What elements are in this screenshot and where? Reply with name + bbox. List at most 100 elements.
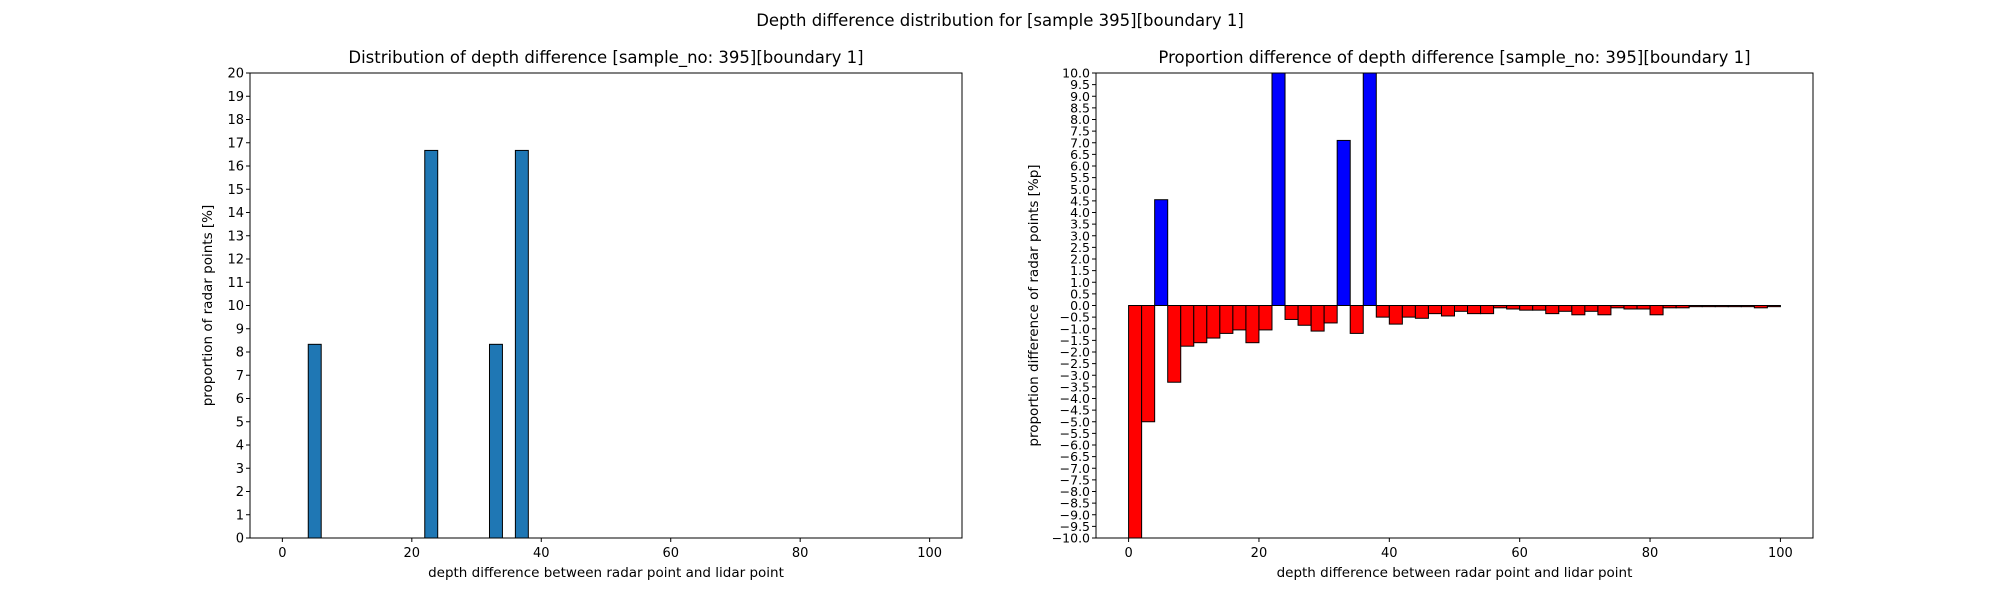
bar bbox=[1414, 305, 1429, 319]
y-tick-label: 9.5 bbox=[1070, 77, 1090, 92]
y-tick-label: 2.5 bbox=[1070, 240, 1090, 255]
x-tick-label: 20 bbox=[404, 546, 421, 561]
bar bbox=[1375, 305, 1390, 318]
bar bbox=[1297, 305, 1312, 326]
y-tick-label: 0 bbox=[236, 532, 244, 547]
y-tick-label: −4.5 bbox=[1060, 403, 1090, 418]
bar bbox=[1623, 305, 1638, 310]
bar bbox=[1584, 305, 1599, 312]
distribution-chart-ticks: 0 20 40 60 80 1000123456789101112131415161718… bbox=[227, 67, 942, 562]
y-tick-label: 1.0 bbox=[1070, 275, 1090, 290]
bar bbox=[1128, 305, 1143, 539]
y-tick-label: −2.5 bbox=[1060, 356, 1090, 371]
y-tick-label: 12 bbox=[227, 253, 244, 268]
distribution-chart: Distribution of depth difference [sample… bbox=[200, 48, 963, 581]
y-tick-label: −1.5 bbox=[1060, 333, 1090, 348]
bar bbox=[1401, 305, 1416, 318]
y-tick-label: 8.5 bbox=[1070, 100, 1090, 115]
bar bbox=[1753, 305, 1768, 309]
x-tick-label: 80 bbox=[1642, 546, 1659, 561]
bar bbox=[514, 149, 529, 539]
bar bbox=[1519, 305, 1534, 311]
y-tick-label: 19 bbox=[227, 90, 244, 105]
bar bbox=[1193, 305, 1208, 344]
x-tick-label: 0 bbox=[1124, 546, 1132, 561]
y-tick-label: −5.5 bbox=[1060, 426, 1090, 441]
bar bbox=[1467, 305, 1482, 315]
bar bbox=[1532, 305, 1547, 311]
y-tick-label: 6.5 bbox=[1070, 147, 1090, 162]
bar bbox=[1493, 305, 1508, 309]
bar bbox=[1271, 72, 1286, 306]
y-tick-label: 7 bbox=[236, 369, 244, 384]
y-tick-label: 3 bbox=[236, 462, 244, 477]
bar bbox=[1454, 305, 1469, 312]
y-tick-label: −8.5 bbox=[1060, 496, 1090, 511]
bar bbox=[1688, 305, 1703, 308]
y-tick-label: 16 bbox=[227, 160, 244, 175]
y-tick-label: 14 bbox=[227, 206, 244, 221]
y-tick-label: 18 bbox=[227, 113, 244, 128]
bar bbox=[1545, 305, 1560, 315]
bar bbox=[1349, 305, 1364, 334]
x-tick-label: 80 bbox=[792, 546, 809, 561]
y-tick-label: 5.0 bbox=[1070, 182, 1090, 197]
x-tick-label: 0 bbox=[278, 546, 286, 561]
y-tick-label: 13 bbox=[227, 229, 244, 244]
y-tick-label: 6 bbox=[236, 392, 244, 407]
x-tick-label: 100 bbox=[1768, 546, 1793, 561]
y-tick-label: −5.0 bbox=[1060, 414, 1090, 429]
y-tick-label: 20 bbox=[227, 67, 244, 82]
y-tick-label: −6.0 bbox=[1060, 438, 1090, 453]
y-tick-label: 8.0 bbox=[1070, 112, 1090, 127]
bar bbox=[1506, 305, 1521, 310]
bar bbox=[424, 149, 439, 539]
distribution-chart-ylabel: proportion of radar points [%] bbox=[200, 205, 216, 407]
bar bbox=[1323, 305, 1338, 324]
distribution-chart-frame bbox=[249, 72, 963, 539]
proportion-difference-chart-ticks: 0 20 40 60 80 100 −10.0−9.5−9.0−8.5−8.0−7.5−7.… bbox=[1052, 66, 1793, 562]
x-tick-label: 40 bbox=[533, 546, 550, 561]
y-tick-label: 3.5 bbox=[1070, 217, 1090, 232]
proportion-difference-chart-bars bbox=[1128, 72, 1781, 539]
y-tick-label: 7.5 bbox=[1070, 124, 1090, 139]
y-tick-label: −6.5 bbox=[1060, 449, 1090, 464]
y-tick-label: 0.0 bbox=[1070, 298, 1090, 313]
distribution-chart-xlabel: depth difference between radar point and… bbox=[428, 565, 784, 581]
figure-suptitle: Depth difference distribution for [sampl… bbox=[756, 11, 1244, 30]
y-tick-label: 5 bbox=[236, 415, 244, 430]
bar bbox=[1766, 305, 1781, 308]
y-tick-label: 4.0 bbox=[1070, 205, 1090, 220]
y-tick-label: −9.5 bbox=[1060, 519, 1090, 534]
bar bbox=[1284, 305, 1299, 320]
y-tick-label: 0.5 bbox=[1070, 286, 1090, 301]
x-tick-label: 60 bbox=[662, 546, 679, 561]
bar bbox=[1649, 305, 1664, 316]
bar bbox=[1141, 305, 1156, 423]
y-tick-label: 4 bbox=[236, 439, 244, 454]
distribution-chart-title: Distribution of depth difference [sample… bbox=[348, 48, 863, 68]
y-tick-label: −3.0 bbox=[1060, 368, 1090, 383]
bar bbox=[1662, 305, 1677, 309]
proportion-difference-chart: Proportion difference of depth differenc… bbox=[1026, 48, 1814, 581]
y-tick-label: 7.0 bbox=[1070, 135, 1090, 150]
bar bbox=[1701, 305, 1716, 308]
y-tick-label: 8 bbox=[236, 346, 244, 361]
y-tick-label: 5.5 bbox=[1070, 170, 1090, 185]
bar bbox=[1427, 305, 1442, 315]
y-tick-label: −4.0 bbox=[1060, 391, 1090, 406]
bar bbox=[1180, 305, 1195, 347]
x-tick-label: 60 bbox=[1511, 546, 1528, 561]
y-tick-label: 11 bbox=[227, 276, 244, 291]
y-tick-label: 4.5 bbox=[1070, 193, 1090, 208]
bar bbox=[1727, 305, 1742, 308]
proportion-difference-chart-ylabel: proportion difference of radar points [%… bbox=[1026, 164, 1042, 446]
bar bbox=[1167, 305, 1182, 383]
x-tick-label: 20 bbox=[1251, 546, 1268, 561]
bar bbox=[1219, 305, 1234, 334]
bar bbox=[1610, 305, 1625, 309]
y-tick-label: 2.0 bbox=[1070, 252, 1090, 267]
y-tick-label: 6.0 bbox=[1070, 159, 1090, 174]
y-tick-label: −0.5 bbox=[1060, 310, 1090, 325]
bar bbox=[1362, 72, 1377, 306]
